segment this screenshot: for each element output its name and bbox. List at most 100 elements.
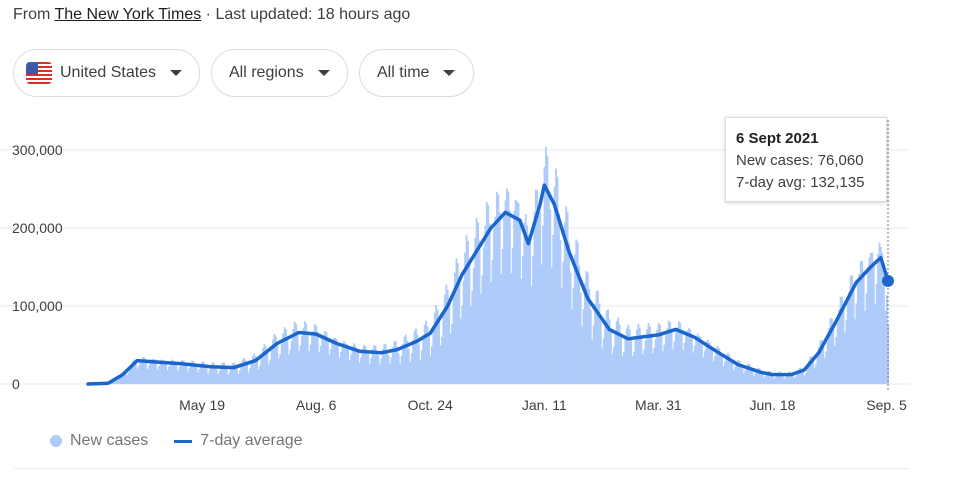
x-tick-label: Jan. 11 — [522, 397, 567, 413]
x-tick-label: Oct. 24 — [408, 397, 453, 413]
new-cases-bar — [166, 370, 169, 384]
new-cases-bar — [150, 359, 153, 384]
new-cases-bar — [695, 336, 698, 384]
new-cases-bar — [790, 372, 793, 384]
time-dropdown[interactable]: All time — [359, 49, 474, 97]
new-cases-bar — [726, 352, 729, 384]
new-cases-bar — [140, 359, 143, 384]
new-cases-bar — [604, 320, 607, 384]
new-cases-bar — [800, 368, 803, 384]
new-cases-bar — [543, 166, 546, 384]
new-cases-bar — [651, 353, 654, 384]
new-cases-bar — [433, 312, 436, 384]
new-cases-bar — [147, 365, 150, 384]
new-cases-bar — [158, 366, 160, 384]
new-cases-bar — [493, 228, 495, 384]
new-cases-bar — [764, 375, 767, 384]
new-cases-bar — [488, 223, 491, 384]
new-cases-bar — [767, 371, 770, 384]
new-cases-bar — [620, 335, 622, 384]
new-cases-bar — [205, 368, 208, 384]
new-cases-bar — [282, 333, 285, 384]
new-cases-bar — [443, 294, 446, 384]
new-cases-bar — [387, 355, 390, 384]
new-cases-bar — [152, 358, 155, 384]
new-cases-bar — [755, 369, 758, 384]
new-cases-bar — [194, 364, 196, 384]
y-tick-label: 300,000 — [12, 142, 63, 158]
country-dropdown[interactable]: United States — [13, 49, 200, 97]
new-cases-bar — [442, 313, 445, 384]
region-dropdown[interactable]: All regions — [211, 49, 348, 97]
new-cases-bar — [718, 348, 721, 384]
new-cases-bar — [361, 348, 364, 384]
new-cases-bar — [338, 357, 341, 384]
new-cases-bar — [582, 309, 585, 384]
new-cases-bar — [625, 328, 628, 384]
new-cases-bar — [680, 329, 683, 384]
new-cases-bar — [283, 327, 286, 384]
new-cases-bar — [778, 371, 781, 384]
new-cases-bar — [611, 353, 614, 384]
new-cases-bar — [292, 329, 295, 384]
y-tick-label: 0 — [12, 376, 20, 392]
new-cases-bar — [348, 360, 351, 384]
new-cases-bar — [490, 282, 493, 384]
new-cases-bar — [591, 339, 594, 384]
new-cases-bar — [276, 342, 279, 384]
source-link[interactable]: The New York Times — [54, 6, 202, 23]
new-cases-bar — [246, 364, 248, 384]
new-cases-bar — [849, 275, 852, 384]
new-cases-bar — [783, 378, 786, 384]
new-cases-bar — [830, 318, 833, 384]
new-cases-bar — [305, 323, 308, 384]
new-cases-bar — [142, 357, 144, 384]
new-cases-bar — [335, 339, 338, 384]
new-cases-bar — [319, 345, 322, 384]
new-cases-bar — [692, 352, 695, 384]
new-cases-bar — [690, 334, 693, 384]
new-cases-bar — [607, 309, 609, 384]
new-cases-bar — [715, 348, 718, 384]
new-cases-bar — [289, 349, 292, 384]
new-cases-bar — [419, 359, 422, 384]
time-label: All time — [377, 64, 430, 81]
new-cases-bar — [624, 338, 627, 384]
new-cases-bar — [754, 373, 757, 384]
new-cases-bar — [145, 360, 147, 384]
new-cases-bar — [617, 317, 620, 384]
new-cases-bar — [116, 380, 119, 384]
new-cases-bar — [371, 349, 374, 384]
new-cases-bar — [711, 349, 713, 384]
new-cases-bar — [498, 212, 501, 384]
new-cases-bar — [786, 374, 789, 384]
new-cases-bar — [747, 363, 750, 384]
new-cases-bar — [521, 255, 524, 384]
new-cases-bar — [507, 191, 510, 384]
new-cases-bar — [708, 342, 711, 384]
new-cases-bar — [506, 188, 508, 384]
new-cases-bar — [705, 342, 708, 384]
y-tick-label: 200,000 — [12, 220, 63, 236]
new-cases-bar — [204, 365, 207, 384]
new-cases-bar — [735, 361, 738, 384]
new-cases-bar — [429, 355, 432, 384]
new-cases-bar — [761, 373, 764, 384]
new-cases-bar — [621, 355, 624, 384]
new-cases-bar — [689, 329, 692, 384]
new-cases-bar — [589, 309, 592, 384]
new-cases-bar — [501, 249, 504, 384]
new-cases-bar — [812, 359, 815, 384]
new-cases-bar — [641, 354, 644, 384]
new-cases-bar — [397, 353, 400, 384]
new-cases-bar — [640, 335, 643, 384]
new-cases-bar — [130, 365, 133, 384]
tooltip-new-cases: New cases: 76,060 — [736, 152, 864, 169]
new-cases-bar — [682, 349, 685, 384]
new-cases-bar — [316, 332, 319, 384]
new-cases-bar — [660, 331, 663, 384]
new-cases-bar — [425, 320, 428, 384]
new-cases-bar — [536, 190, 539, 384]
new-cases-bar — [461, 305, 464, 384]
